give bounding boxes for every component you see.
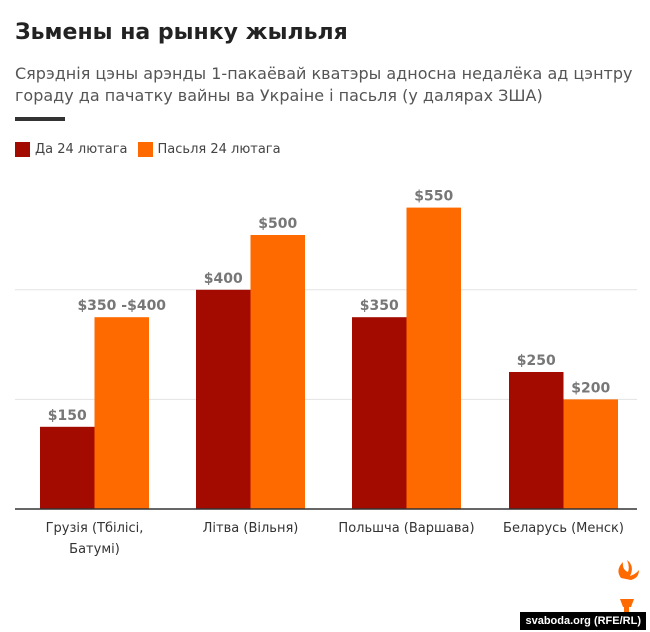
legend-item-before: Да 24 лютага (15, 142, 128, 157)
data-label: $400 (204, 271, 243, 287)
category-label: Батумі) (69, 542, 120, 557)
bar (40, 426, 95, 509)
data-label: $350 (360, 298, 399, 314)
data-label: $200 (571, 380, 610, 396)
data-label: $550 (414, 189, 453, 205)
bar (352, 317, 407, 509)
category-label: Польшча (Варшава) (338, 521, 474, 536)
chart-subtitle: Сярэднія цэны арэнды 1-пакаёвай кватэры … (15, 64, 633, 105)
category-label: Грузія (Тбілісі, (46, 521, 144, 536)
bar (94, 317, 149, 509)
divider (15, 117, 65, 121)
legend-label: Пасьля 24 лютага (157, 142, 281, 157)
legend: Да 24 лютага Пасьля 24 лютага (15, 142, 281, 157)
bar (509, 372, 564, 509)
data-label: $150 (48, 408, 87, 424)
bar (196, 289, 251, 509)
legend-swatch (137, 142, 153, 157)
category-label: Беларусь (Менск) (503, 521, 624, 536)
chart-title: Зьмены на рынку жыльля (15, 20, 348, 45)
data-label: $250 (517, 353, 556, 369)
bar (563, 399, 618, 509)
data-label: $500 (258, 216, 297, 232)
data-label: $350 -$400 (77, 298, 166, 314)
bar (250, 235, 305, 509)
category-label: Літва (Вільня) (203, 521, 299, 536)
legend-label: Да 24 лютага (35, 142, 128, 157)
bar (406, 207, 461, 509)
source-credit: svaboda.org (RFE/RL) (520, 612, 646, 630)
legend-swatch (15, 142, 30, 157)
legend-item-after: Пасьля 24 лютага (137, 142, 281, 157)
